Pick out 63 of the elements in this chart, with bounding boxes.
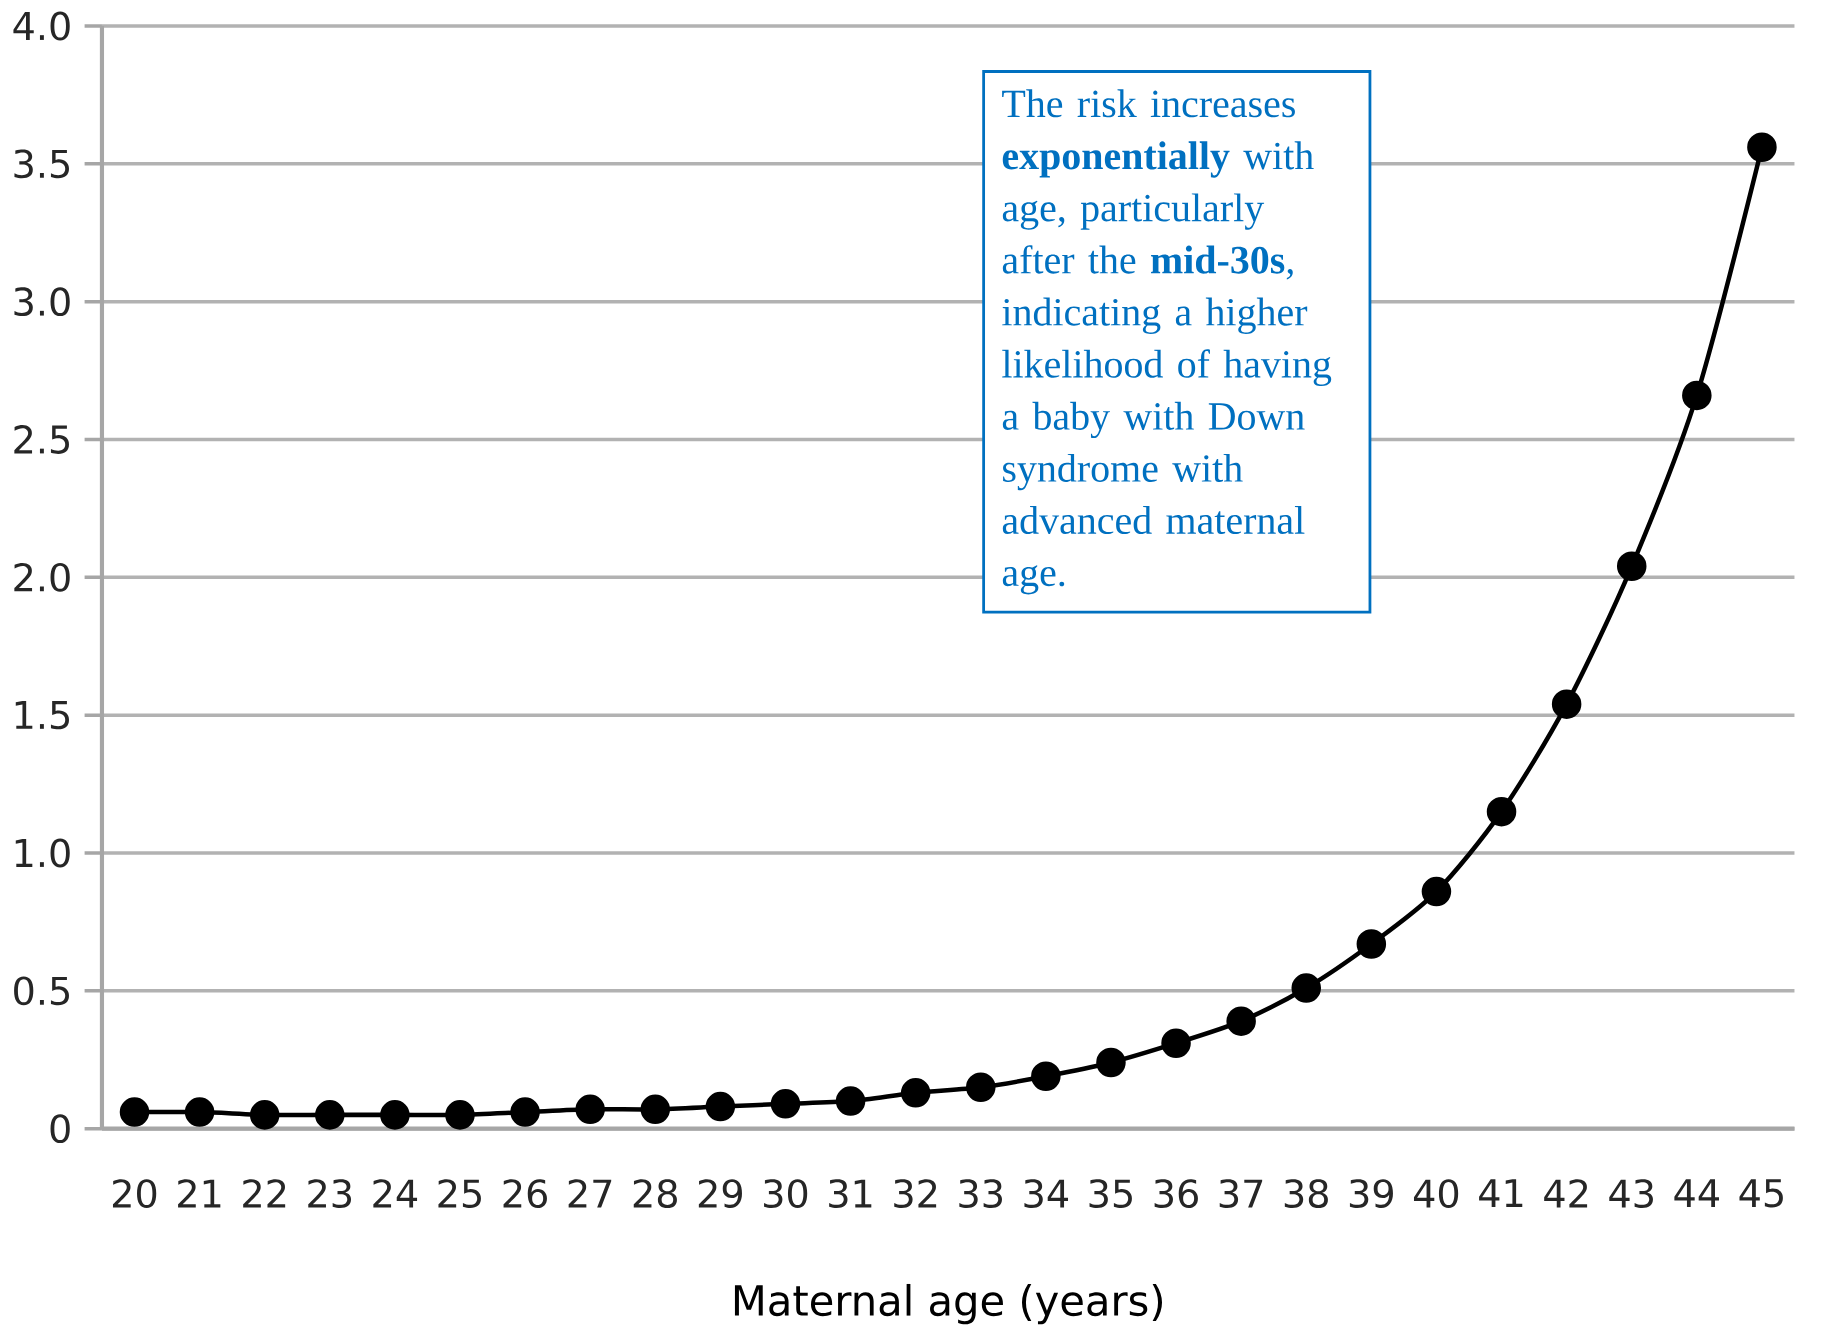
point	[1747, 132, 1777, 163]
y-tick-label: 2.0	[14, 562, 70, 592]
x-tick-label: 31	[829, 1179, 872, 1209]
x-tick-label: 28	[633, 1179, 677, 1209]
x-tick-label: 38	[1284, 1179, 1328, 1209]
point	[770, 1089, 801, 1119]
y-tick-label: 2.5	[14, 425, 69, 455]
point	[1031, 1061, 1061, 1092]
x-tick-label: 32	[894, 1179, 937, 1209]
x-tick-label: 24	[373, 1179, 418, 1208]
x-tick-label: 34	[1024, 1179, 1069, 1209]
point	[1486, 796, 1517, 827]
point	[705, 1091, 736, 1122]
x-tick-label: 26	[503, 1179, 547, 1209]
point	[510, 1097, 540, 1127]
x-tick-label: 45	[1739, 1179, 1783, 1208]
x-tick-label: 39	[1349, 1179, 1393, 1209]
x-tick-label: 41	[1479, 1179, 1523, 1208]
point	[315, 1100, 345, 1130]
x-tick-label: 44	[1674, 1179, 1719, 1208]
point	[640, 1094, 671, 1125]
x-tick-label: 43	[1609, 1179, 1653, 1209]
point	[1291, 973, 1322, 1003]
y-tick-label: 3.0	[14, 287, 70, 317]
x-tick-label: 27	[568, 1179, 612, 1208]
x-axis-title: Maternal age (years)	[734, 1284, 1163, 1325]
x-tick-label: 30	[764, 1179, 808, 1209]
point	[380, 1100, 410, 1130]
point	[1356, 929, 1387, 959]
point	[119, 1097, 150, 1127]
point	[184, 1097, 215, 1127]
y-tick-label: 4.0	[13, 11, 70, 41]
x-tick-label: 29	[698, 1179, 742, 1209]
x-tick-label: 20	[112, 1179, 157, 1209]
y-tick-label: 1.5	[15, 701, 69, 730]
x-tick-label: 22	[243, 1179, 286, 1208]
point	[900, 1078, 931, 1108]
x-tick-label: 37	[1219, 1179, 1263, 1209]
point	[1551, 689, 1582, 719]
point	[1226, 1006, 1256, 1036]
x-tick-label: 33	[959, 1179, 1002, 1209]
point	[1616, 551, 1647, 582]
y-tick-label: 1.0	[15, 838, 70, 868]
point	[1161, 1028, 1191, 1059]
x-tick-label: 36	[1154, 1179, 1198, 1209]
point	[445, 1100, 475, 1130]
x-tick-label: 23	[308, 1179, 352, 1209]
x-tick-label: 25	[438, 1179, 481, 1209]
x-tick-label: 40	[1413, 1179, 1459, 1209]
point	[1096, 1047, 1126, 1078]
point	[1421, 876, 1452, 907]
point	[966, 1072, 996, 1103]
point	[835, 1086, 866, 1116]
y-tick-label: 0	[50, 1114, 70, 1144]
y-tick-label: 0.5	[14, 976, 69, 1006]
point	[1682, 380, 1712, 411]
point	[249, 1100, 280, 1130]
text: The risk increases exponentially with age, particularly after the mid-30s, indicating a higher likelihood of having a baby with Down syndrome with advanced maternal age.	[1002, 89, 1332, 595]
y-tick-label: 3.5	[14, 149, 69, 179]
point	[575, 1094, 605, 1125]
x-tick-label: 35	[1089, 1179, 1132, 1209]
x-tick-label: 21	[178, 1179, 221, 1208]
x-tick-label: 42	[1544, 1179, 1588, 1208]
